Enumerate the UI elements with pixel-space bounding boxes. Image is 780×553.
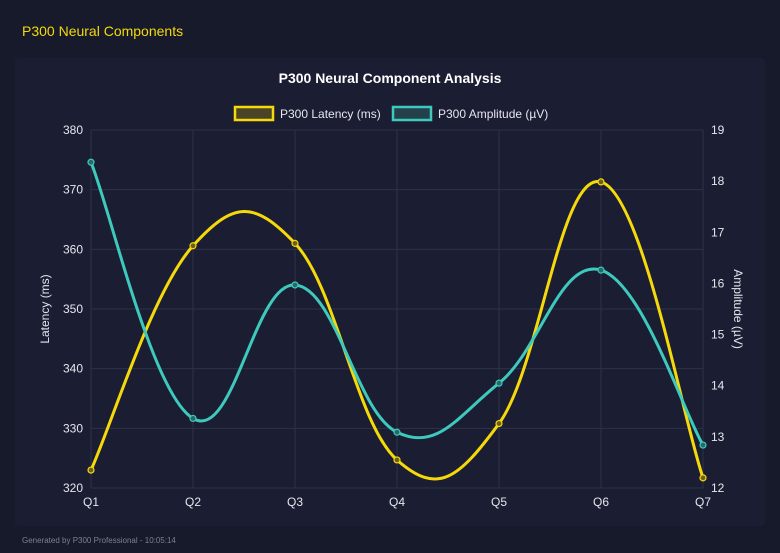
y-right-tick: 14 xyxy=(711,379,725,393)
y-left-tick: 360 xyxy=(63,242,83,256)
data-point xyxy=(699,474,707,482)
x-tick: Q2 xyxy=(185,495,201,509)
x-tick: Q1 xyxy=(83,495,99,509)
legend-swatch xyxy=(233,105,275,122)
y-right-title: Amplitude (µV) xyxy=(731,269,745,349)
data-point xyxy=(699,441,707,449)
chart-title: P300 Neural Component Analysis xyxy=(279,70,502,86)
x-tick: Q4 xyxy=(389,495,405,509)
data-point xyxy=(189,414,197,423)
y-left-tick: 340 xyxy=(63,362,83,376)
x-tick: Q7 xyxy=(695,495,711,509)
page-title: P300 Neural Components xyxy=(22,23,184,39)
footer-text: Generated by P300 Professional - 10:05:1… xyxy=(22,536,176,545)
y-left-tick: 380 xyxy=(63,123,83,137)
data-point xyxy=(291,281,299,289)
legend-swatch xyxy=(391,105,433,122)
y-right-tick: 12 xyxy=(711,481,725,495)
y-left-tick: 370 xyxy=(63,183,83,197)
x-tick: Q6 xyxy=(593,495,609,509)
data-point xyxy=(87,158,95,166)
data-point xyxy=(597,178,605,186)
data-point xyxy=(495,419,503,428)
y-left-title: Latency (ms) xyxy=(38,274,52,343)
y-left-tick: 350 xyxy=(63,302,83,316)
x-tick: Q3 xyxy=(287,495,303,509)
data-point xyxy=(291,239,299,247)
y-right-tick: 19 xyxy=(711,123,725,137)
y-right-tick: 18 xyxy=(711,174,725,188)
chart-panel xyxy=(15,58,765,526)
y-right-tick: 13 xyxy=(711,430,725,444)
y-left-tick: 330 xyxy=(63,421,83,435)
data-point xyxy=(393,428,401,436)
y-right-tick: 16 xyxy=(711,276,725,290)
data-point xyxy=(189,242,197,250)
y-right-tick: 17 xyxy=(711,225,725,239)
data-point xyxy=(495,379,503,387)
y-left-tick: 320 xyxy=(63,481,83,495)
legend-label: P300 Amplitude (µV) xyxy=(438,107,548,121)
data-point xyxy=(597,266,605,274)
data-point xyxy=(87,466,95,474)
data-point xyxy=(393,456,401,464)
y-right-tick: 15 xyxy=(711,328,725,342)
legend-label: P300 Latency (ms) xyxy=(280,107,381,121)
x-tick: Q5 xyxy=(491,495,507,509)
